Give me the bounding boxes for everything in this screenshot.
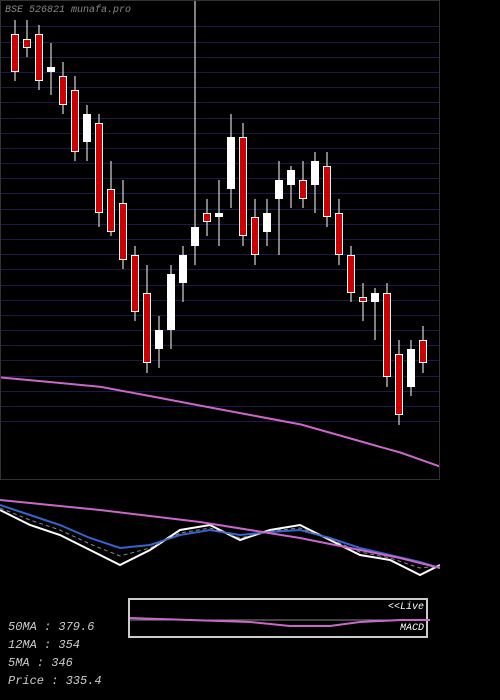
- grid-line: [1, 118, 439, 119]
- grid-line: [1, 421, 439, 422]
- grid-line: [1, 193, 439, 194]
- grid-line: [1, 315, 439, 316]
- grid-line: [1, 345, 439, 346]
- grid-line: [1, 254, 439, 255]
- grid-line: [1, 269, 439, 270]
- indicator-panel: [0, 490, 440, 590]
- grid-line: [1, 391, 439, 392]
- info-row: 5MA : 346: [8, 654, 102, 672]
- grid-line: [1, 72, 439, 73]
- grid-line: [1, 285, 439, 286]
- info-row: 50MA : 379.6: [8, 618, 102, 636]
- price-axis: 406.6403.37400.15396.92393.69390.47387.2…: [442, 0, 500, 480]
- grid-line: [1, 163, 439, 164]
- indicator-line: [0, 510, 440, 575]
- macd-live-label: <<Live: [388, 602, 424, 613]
- watermark-text: BSE 526821 munafa.pro: [5, 5, 131, 16]
- macd-panel: <<Live MACD: [128, 598, 428, 638]
- grid-line: [1, 360, 439, 361]
- macd-label: MACD: [400, 623, 424, 634]
- grid-line: [1, 209, 439, 210]
- grid-line: [1, 239, 439, 240]
- grid-line: [1, 376, 439, 377]
- candlestick-chart: BSE 526821 munafa.pro: [0, 0, 440, 480]
- grid-line: [1, 133, 439, 134]
- grid-line: [1, 26, 439, 27]
- grid-line: [1, 330, 439, 331]
- grid-line: [1, 406, 439, 407]
- info-panel: 50MA : 379.612MA : 3545MA : 346Price : 3…: [8, 618, 102, 690]
- grid-line: [1, 57, 439, 58]
- grid-line: [1, 42, 439, 43]
- grid-line: [1, 224, 439, 225]
- info-row: Price : 335.4: [8, 672, 102, 690]
- grid-line: [1, 178, 439, 179]
- grid-line: [1, 148, 439, 149]
- indicator-line: [0, 505, 440, 568]
- info-row: 12MA : 354: [8, 636, 102, 654]
